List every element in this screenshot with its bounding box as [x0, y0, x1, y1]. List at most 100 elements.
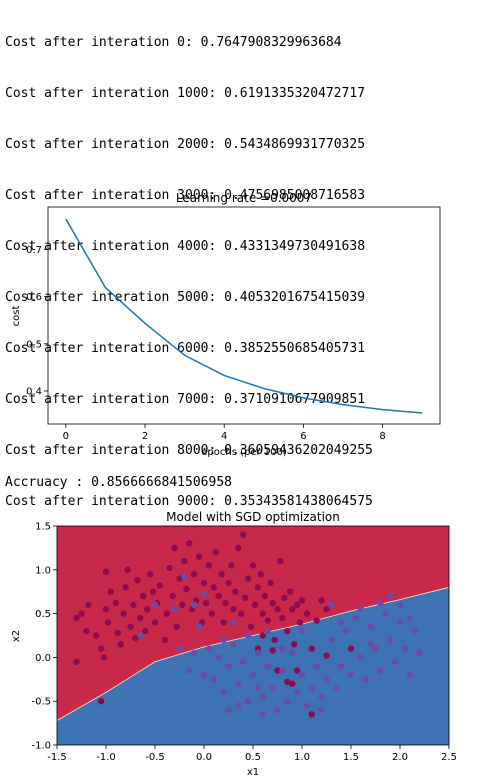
scatter-point-red [186, 540, 193, 547]
scatter-point-red [144, 606, 151, 613]
scatter-point-blue [279, 667, 286, 674]
scatter-point-red [323, 606, 330, 613]
scatter-point-blue [303, 702, 311, 709]
scatter-point-blue [387, 592, 394, 600]
scatter-point-red [130, 601, 137, 608]
console-output: Cost after interation 0: 0.7647908329963… [5, 0, 373, 527]
scatter-point-blue [382, 610, 389, 617]
scatter-point-red [240, 531, 247, 538]
scatter-point-blue [269, 684, 276, 692]
scatter-point-blue [200, 671, 208, 679]
x-tick-label: 0.0 [196, 752, 212, 763]
scatter-point-red [142, 627, 149, 635]
scatter-point-blue [416, 649, 423, 657]
scatter-point-blue [357, 654, 364, 661]
decision-boundary-chart: Model with SGD optimization -1.5 -1.0 -0.5… [11, 510, 457, 778]
x-tick-label: 8 [379, 431, 385, 442]
scatter-point-blue [411, 627, 418, 635]
cost-line: Cost after interation 3000: 0.4756985008… [5, 188, 366, 203]
cost-line: Cost after interation 0: 0.7647908329963… [5, 35, 342, 50]
scatter-point-red [120, 610, 127, 617]
scatter-point-blue [352, 614, 360, 622]
cost-line: Cost after interation 6000: 0.3852550685… [5, 341, 366, 356]
scatter-point-red [73, 658, 80, 665]
scatter-point-red [254, 584, 262, 591]
scatter-point-red [149, 588, 157, 595]
scatter-point-red [97, 698, 105, 705]
y-tick-label: 0.6 [26, 292, 42, 303]
scatter-point-red [287, 588, 294, 595]
scatter-point-red [215, 592, 222, 600]
scatter-point-red [171, 544, 178, 552]
scatter-point-red [124, 566, 131, 573]
scatter-point-blue [298, 627, 306, 635]
scatter-point-red [308, 711, 315, 718]
scatter-point-red [100, 654, 108, 661]
scatter-point-red [117, 641, 124, 648]
scatter-point-red [83, 627, 90, 635]
scatter-point-blue [230, 619, 237, 626]
scatter-point-red [114, 629, 122, 637]
scatter-point-red [238, 610, 245, 617]
scatter-point-red [267, 579, 274, 587]
scatter-point-blue [328, 636, 335, 644]
y-tick-label: 1.0 [35, 565, 51, 576]
scatter-point-red [230, 606, 237, 613]
scatter-point-blue [406, 614, 413, 622]
y-tick-label: 0.5 [26, 339, 42, 350]
y-axis-label: x2 [11, 630, 22, 642]
scatter-point-blue [230, 641, 237, 648]
scatter-point-red [251, 601, 259, 608]
scatter-point-blue [235, 680, 242, 687]
scatter-point-blue [279, 645, 286, 652]
scatter-point-red [93, 632, 100, 639]
scatter-point-blue [254, 684, 262, 692]
scatter-point-blue [342, 627, 350, 635]
scatter-point-blue [323, 676, 330, 683]
x-tick-label: -1.5 [47, 752, 67, 763]
scatter-point-red [102, 606, 110, 613]
y-tick-label: 1.5 [35, 522, 51, 533]
x-tick-label: 2 [142, 431, 148, 442]
cost-series-line [65, 218, 423, 414]
cost-line: Cost after interation 1000: 0.6191335320… [5, 86, 366, 101]
scatter-point-red [85, 601, 92, 608]
scatter-point-red [274, 667, 281, 674]
scatter-point-red [259, 632, 266, 639]
scatter-point-blue [357, 606, 364, 613]
accuracy-output: Accruacy : 0.8566666841506958 [5, 475, 232, 490]
scatter-point-red [218, 571, 225, 578]
cost-line: Cost after interation 9000: 0.3534358143… [5, 494, 373, 509]
scatter-point-red [151, 619, 159, 626]
x-tick-label: 2.5 [441, 752, 457, 763]
x-axis-label: x1 [247, 767, 259, 778]
scatter-point-blue [215, 654, 222, 661]
scatter-point-red [134, 577, 141, 584]
scatter-point-red [97, 645, 105, 652]
scatter-point-blue [244, 632, 252, 639]
x-tick-label: 0 [63, 431, 69, 442]
scatter-point-red [73, 614, 80, 622]
scatter-point-blue [254, 649, 262, 657]
scatter-point-blue [313, 663, 320, 670]
scatter-point-blue [333, 684, 340, 692]
scatter-point-blue [191, 601, 198, 608]
scatter-point-red [140, 592, 147, 600]
scatter-point-blue [176, 645, 183, 652]
scatter-point-blue [338, 619, 345, 626]
scatter-point-red [281, 594, 288, 601]
scatter-point-blue [387, 636, 394, 644]
cost-line: Cost after interation 8000: 0.3605943620… [5, 443, 373, 458]
cost-line: Cost after interation 5000: 0.4053201675… [5, 290, 366, 305]
scatter-point-blue [401, 645, 409, 652]
scatter-point-red [166, 564, 173, 572]
scatter-point-red [191, 571, 198, 578]
scatter-point-red [291, 641, 298, 648]
scatter-point-red [161, 636, 168, 644]
scatter-point-blue [328, 601, 335, 608]
scatter-point-red [102, 568, 110, 575]
scatter-point-blue [293, 689, 301, 696]
scatter-point-blue [377, 667, 384, 674]
scatter-point-red [293, 601, 301, 608]
scatter-point-blue [220, 636, 227, 644]
